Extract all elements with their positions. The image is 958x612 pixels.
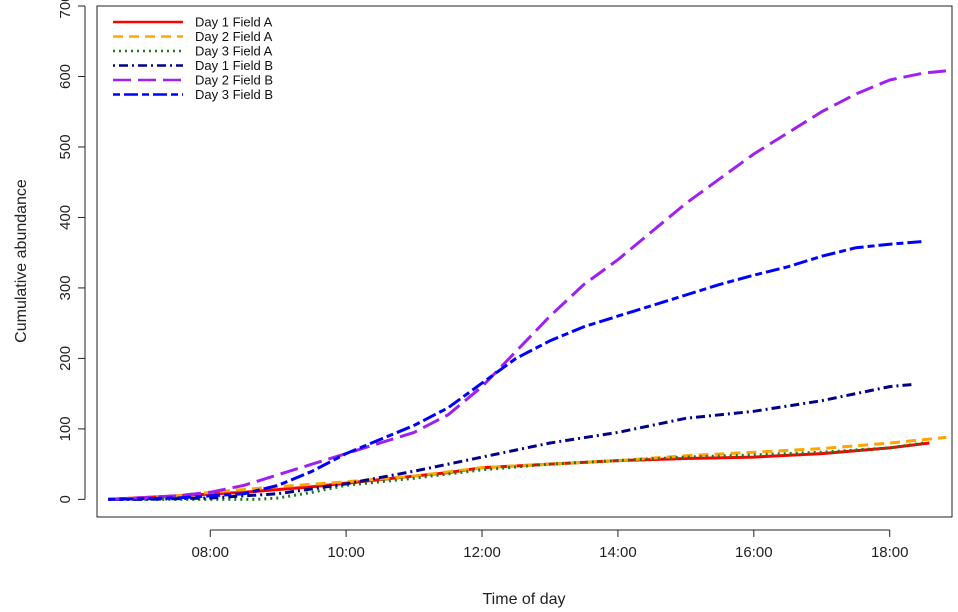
legend-label-5: Day 2 Field B xyxy=(195,73,273,88)
x-tick-label: 10:00 xyxy=(327,544,365,561)
legend-label-3: Day 3 Field A xyxy=(195,44,273,59)
series-line-6 xyxy=(108,239,924,501)
y-tick-label: 400 xyxy=(57,205,74,230)
y-tick-label: 500 xyxy=(57,134,74,159)
y-tick-label: 100 xyxy=(57,416,74,441)
series-line-5 xyxy=(108,69,947,501)
x-axis-title: Time of day xyxy=(483,591,566,608)
series-line-4 xyxy=(108,383,913,501)
legend-label-6: Day 3 Field B xyxy=(195,87,273,102)
y-axis-title: Cumulative abundance xyxy=(13,179,30,343)
legend-label-4: Day 1 Field B xyxy=(195,58,273,73)
series-line-2 xyxy=(108,435,947,501)
series-line-1 xyxy=(108,441,930,501)
y-tick-label: 0 xyxy=(57,495,74,503)
legend-label-1: Day 1 Field A xyxy=(195,15,273,30)
x-tick-label: 12:00 xyxy=(463,544,501,561)
legend-label-2: Day 2 Field A xyxy=(195,29,273,44)
x-axis: 08:00 10:00 12:00 14:00 16:00 18:00 xyxy=(191,529,909,561)
y-tick-label: 200 xyxy=(57,346,74,371)
y-tick-label: 300 xyxy=(57,275,74,300)
x-tick-label: 08:00 xyxy=(191,544,229,561)
series-lines xyxy=(108,69,947,501)
x-tick-label: 16:00 xyxy=(735,544,773,561)
y-axis: 0 100 200 300 400 500 600 700 xyxy=(57,0,86,504)
x-tick-label: 18:00 xyxy=(871,544,909,561)
x-tick-label: 14:00 xyxy=(599,544,637,561)
y-tick-label: 600 xyxy=(57,64,74,89)
plot-frame xyxy=(96,5,953,518)
y-tick-label: 700 xyxy=(57,0,74,19)
